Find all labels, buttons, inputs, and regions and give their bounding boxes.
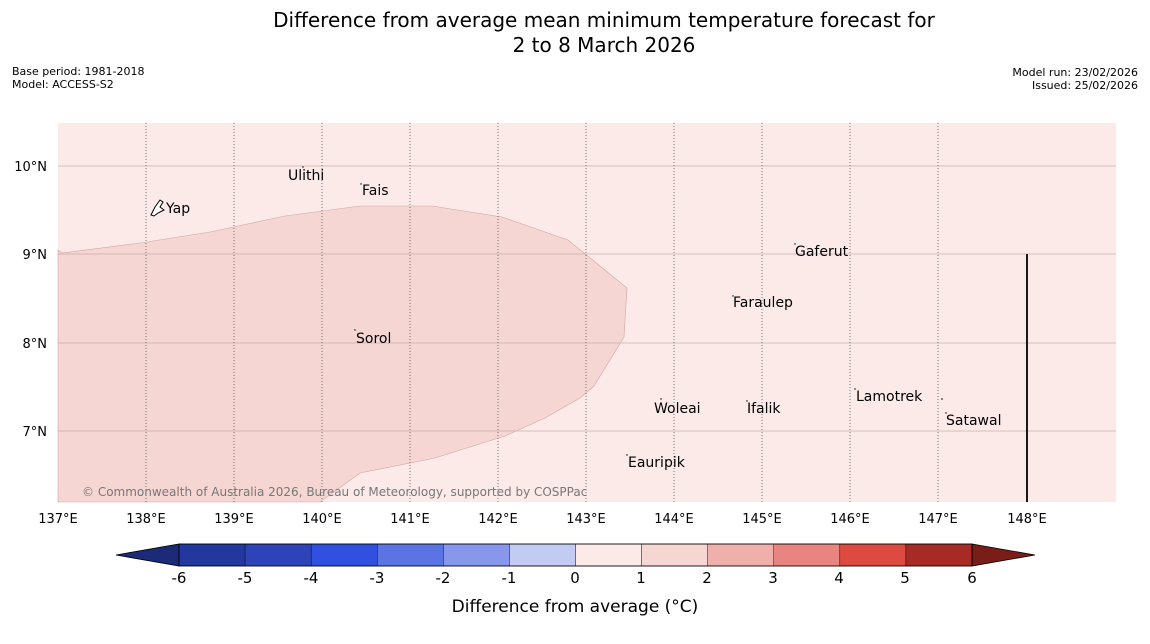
colorbar-tick-label: 6 xyxy=(967,569,977,587)
model-name: Model: ACCESS-S2 xyxy=(12,78,114,91)
colorbar-segment xyxy=(575,543,642,567)
place-label: Ulithi xyxy=(288,168,324,184)
base-period: Base period: 1981-2018 xyxy=(12,65,145,78)
colorbar-tick-label: -1 xyxy=(502,569,517,587)
place-label: Faraulep xyxy=(733,295,793,311)
longitude-tick-label: 145°E xyxy=(742,512,782,527)
latitude-tick-label: 8°N xyxy=(23,337,48,352)
latitude-tick-label: 10°N xyxy=(14,160,47,175)
colorbar-frame xyxy=(178,543,973,567)
latitude-tick-label: 7°N xyxy=(23,425,48,440)
colorbar-tick-label: 5 xyxy=(900,569,910,587)
longitude-tick-label: 142°E xyxy=(478,512,518,527)
longitude-gridlines xyxy=(145,123,939,502)
colorbar: -6 -5 -4 -3 -2 -1 0 1 2 3 4 5 6 Differen… xyxy=(115,543,1036,617)
colorbar-segment xyxy=(839,543,907,567)
longitude-tick-label: 146°E xyxy=(830,512,870,527)
colorbar-tick-label: -5 xyxy=(238,569,253,587)
place-label: Yap xyxy=(165,201,190,217)
title-line-1: Difference from average mean minimum tem… xyxy=(273,8,935,32)
place-label: Woleai xyxy=(654,401,701,417)
island-markers xyxy=(302,166,947,456)
longitude-tick-label: 137°E xyxy=(38,512,78,527)
title-line-2: 2 to 8 March 2026 xyxy=(512,33,696,57)
colorbar-segment xyxy=(905,543,973,567)
latitude-tick-label: 9°N xyxy=(23,248,48,263)
colorbar-segment xyxy=(443,543,510,567)
colorbar-high-extension xyxy=(971,543,1036,567)
anomaly-region xyxy=(57,205,628,503)
model-run: Model run: 23/02/2026 xyxy=(1012,66,1138,79)
map-title: Difference from average mean minimum tem… xyxy=(0,8,1150,58)
issued-date: Issued: 25/02/2026 xyxy=(1031,79,1138,92)
place-label: Satawal xyxy=(946,413,1001,429)
colorbar-tick-label: 2 xyxy=(702,569,712,587)
colorbar-low-extension xyxy=(115,543,180,567)
longitude-tick-label: 144°E xyxy=(654,512,694,527)
place-label: Fais xyxy=(362,183,389,199)
place-label: Ifalik xyxy=(747,401,781,417)
longitude-tick-label: 141°E xyxy=(390,512,430,527)
forecast-info: Base period: 1981-2018 Model: ACCESS-S2 xyxy=(12,65,144,91)
longitude-tick-label: 148°E xyxy=(1007,512,1047,527)
place-label: Eauripik xyxy=(628,455,686,471)
colorbar-segment xyxy=(509,543,576,567)
longitude-tick-label: 139°E xyxy=(214,512,254,527)
colorbar-segment xyxy=(773,543,841,567)
colorbar-segment xyxy=(178,543,246,567)
longitude-tick-label: 140°E xyxy=(302,512,342,527)
colorbar-segment xyxy=(310,543,378,567)
colorbar-tick-label: -3 xyxy=(370,569,385,587)
colorbar-tick-label: -6 xyxy=(172,569,187,587)
colorbar-tick-label: 3 xyxy=(768,569,778,587)
colorbar-tick-label: 1 xyxy=(636,569,646,587)
longitude-tick-label: 138°E xyxy=(126,512,166,527)
colorbar-segment xyxy=(244,543,312,567)
colorbar-tick-label: 0 xyxy=(570,569,580,587)
place-label: Lamotrek xyxy=(856,389,923,405)
colorbar-tick-label: -2 xyxy=(436,569,451,587)
place-label: Gaferut xyxy=(795,244,849,260)
yap-island-icon xyxy=(150,199,165,217)
colorbar-segment xyxy=(707,543,774,567)
longitude-tick-label: 147°E xyxy=(918,512,958,527)
colorbar-segment xyxy=(377,543,444,567)
colorbar-tick-label: -4 xyxy=(304,569,319,587)
colorbar-tick-label: 4 xyxy=(834,569,844,587)
run-info: Model run: 23/02/2026 Issued: 25/02/2026 xyxy=(1012,66,1138,92)
place-label: Sorol xyxy=(356,331,391,347)
colorbar-label: Difference from average (°C) xyxy=(452,597,699,617)
copyright-notice: © Commonwealth of Australia 2026, Bureau… xyxy=(82,485,587,499)
colorbar-segment xyxy=(641,543,708,567)
longitude-tick-label: 143°E xyxy=(566,512,606,527)
